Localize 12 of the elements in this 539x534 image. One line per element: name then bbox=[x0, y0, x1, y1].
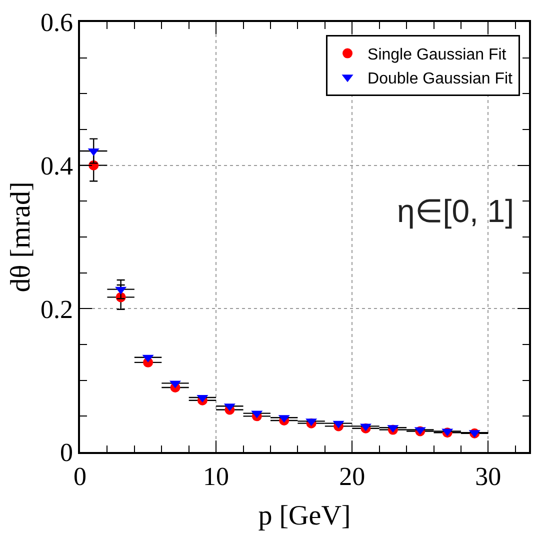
legend-label: Double Gaussian Fit bbox=[368, 70, 514, 88]
annotation: η∈[0, 1] bbox=[397, 193, 514, 229]
x-tick-label: 10 bbox=[203, 462, 230, 491]
x-tick-label: 30 bbox=[475, 462, 502, 491]
y-tick-label: 0.6 bbox=[40, 8, 74, 38]
legend-label: Single Gaussian Fit bbox=[368, 46, 507, 64]
y-tick-label: 0.4 bbox=[40, 151, 74, 180]
y-axis-title: dθ [mrad] bbox=[6, 182, 37, 292]
x-tick-label: 20 bbox=[339, 462, 366, 491]
x-axis-title: p [GeV] bbox=[258, 500, 351, 532]
y-tick-label: 0 bbox=[60, 438, 74, 468]
y-tick-label: 0.2 bbox=[40, 294, 74, 324]
